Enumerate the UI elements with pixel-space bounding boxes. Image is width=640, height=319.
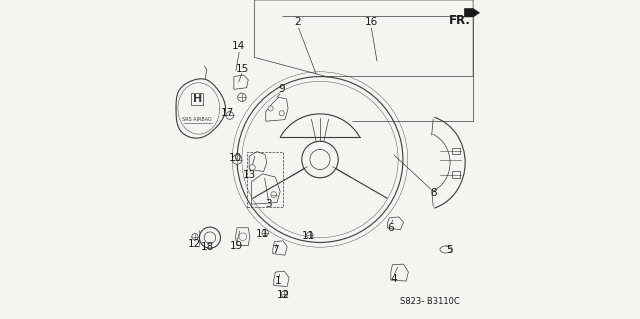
- Text: 4: 4: [390, 274, 397, 284]
- Text: 5: 5: [446, 245, 452, 256]
- Text: 6: 6: [387, 223, 394, 233]
- Circle shape: [268, 106, 273, 111]
- Circle shape: [307, 232, 313, 238]
- Bar: [452, 171, 460, 177]
- Text: 1: 1: [275, 276, 282, 286]
- Text: H: H: [193, 94, 202, 104]
- Text: FR.: FR.: [449, 14, 471, 27]
- Text: 9: 9: [278, 84, 285, 94]
- Circle shape: [237, 93, 246, 101]
- Text: 10: 10: [229, 153, 242, 163]
- Circle shape: [281, 291, 287, 297]
- Text: 17: 17: [221, 108, 234, 118]
- Text: SRS AIRBAG: SRS AIRBAG: [182, 117, 212, 122]
- Circle shape: [271, 192, 276, 197]
- Circle shape: [192, 234, 198, 240]
- Text: 3: 3: [266, 199, 272, 209]
- Text: 18: 18: [201, 242, 214, 252]
- Circle shape: [226, 112, 234, 119]
- Circle shape: [232, 155, 242, 164]
- Text: 14: 14: [232, 41, 245, 51]
- Circle shape: [262, 230, 268, 236]
- Text: 11: 11: [256, 229, 269, 240]
- Circle shape: [200, 227, 220, 248]
- Bar: [246, 152, 284, 207]
- Text: 13: 13: [243, 170, 257, 181]
- Polygon shape: [465, 9, 479, 17]
- Text: 15: 15: [236, 63, 250, 74]
- Circle shape: [250, 165, 255, 170]
- Text: 16: 16: [364, 17, 378, 27]
- Bar: [191, 93, 204, 105]
- Text: 11: 11: [302, 231, 316, 241]
- Bar: [452, 148, 460, 154]
- Text: 19: 19: [230, 241, 243, 251]
- Text: 7: 7: [272, 245, 278, 256]
- Circle shape: [279, 111, 284, 116]
- Text: 12: 12: [276, 290, 290, 300]
- Text: 12: 12: [188, 239, 200, 249]
- Text: 8: 8: [430, 188, 436, 198]
- Text: S823- B3110C: S823- B3110C: [400, 297, 460, 306]
- Text: 2: 2: [294, 17, 301, 27]
